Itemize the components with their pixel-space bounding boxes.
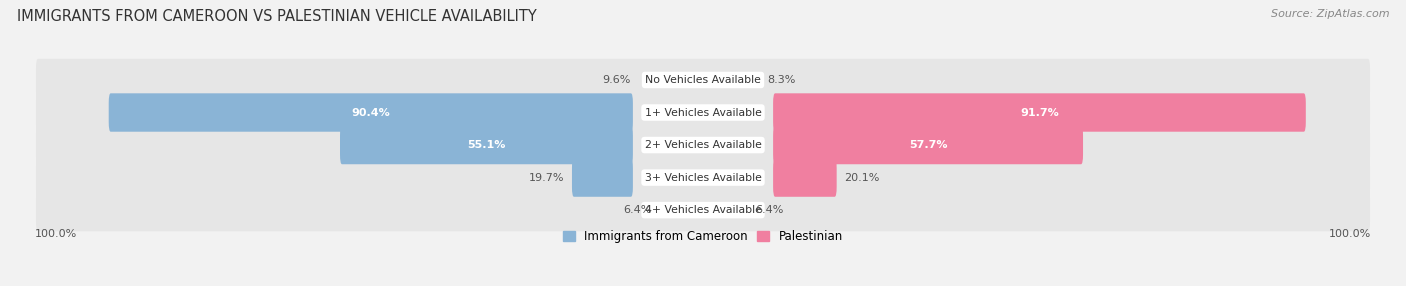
Text: 1+ Vehicles Available: 1+ Vehicles Available [644, 108, 762, 118]
FancyBboxPatch shape [572, 158, 633, 197]
FancyBboxPatch shape [37, 124, 1369, 166]
FancyBboxPatch shape [773, 93, 1306, 132]
Text: 6.4%: 6.4% [623, 205, 651, 215]
Text: 6.4%: 6.4% [755, 205, 783, 215]
Legend: Immigrants from Cameroon, Palestinian: Immigrants from Cameroon, Palestinian [562, 230, 844, 243]
FancyBboxPatch shape [773, 126, 1083, 164]
Text: 9.6%: 9.6% [602, 75, 630, 85]
Text: 4+ Vehicles Available: 4+ Vehicles Available [644, 205, 762, 215]
Text: 19.7%: 19.7% [529, 172, 564, 182]
Text: 20.1%: 20.1% [845, 172, 880, 182]
Text: No Vehicles Available: No Vehicles Available [645, 75, 761, 85]
Text: 91.7%: 91.7% [1021, 108, 1059, 118]
Text: 100.0%: 100.0% [35, 229, 77, 239]
Text: 90.4%: 90.4% [352, 108, 391, 118]
FancyBboxPatch shape [340, 126, 633, 164]
Text: 2+ Vehicles Available: 2+ Vehicles Available [644, 140, 762, 150]
Text: 55.1%: 55.1% [467, 140, 506, 150]
FancyBboxPatch shape [37, 156, 1369, 199]
Text: 3+ Vehicles Available: 3+ Vehicles Available [644, 172, 762, 182]
Text: 8.3%: 8.3% [768, 75, 796, 85]
FancyBboxPatch shape [37, 189, 1369, 231]
FancyBboxPatch shape [37, 59, 1369, 101]
FancyBboxPatch shape [773, 158, 837, 197]
FancyBboxPatch shape [108, 93, 633, 132]
Text: 100.0%: 100.0% [1329, 229, 1371, 239]
Text: Source: ZipAtlas.com: Source: ZipAtlas.com [1271, 9, 1389, 19]
Text: 57.7%: 57.7% [908, 140, 948, 150]
Text: IMMIGRANTS FROM CAMEROON VS PALESTINIAN VEHICLE AVAILABILITY: IMMIGRANTS FROM CAMEROON VS PALESTINIAN … [17, 9, 537, 23]
FancyBboxPatch shape [37, 91, 1369, 134]
